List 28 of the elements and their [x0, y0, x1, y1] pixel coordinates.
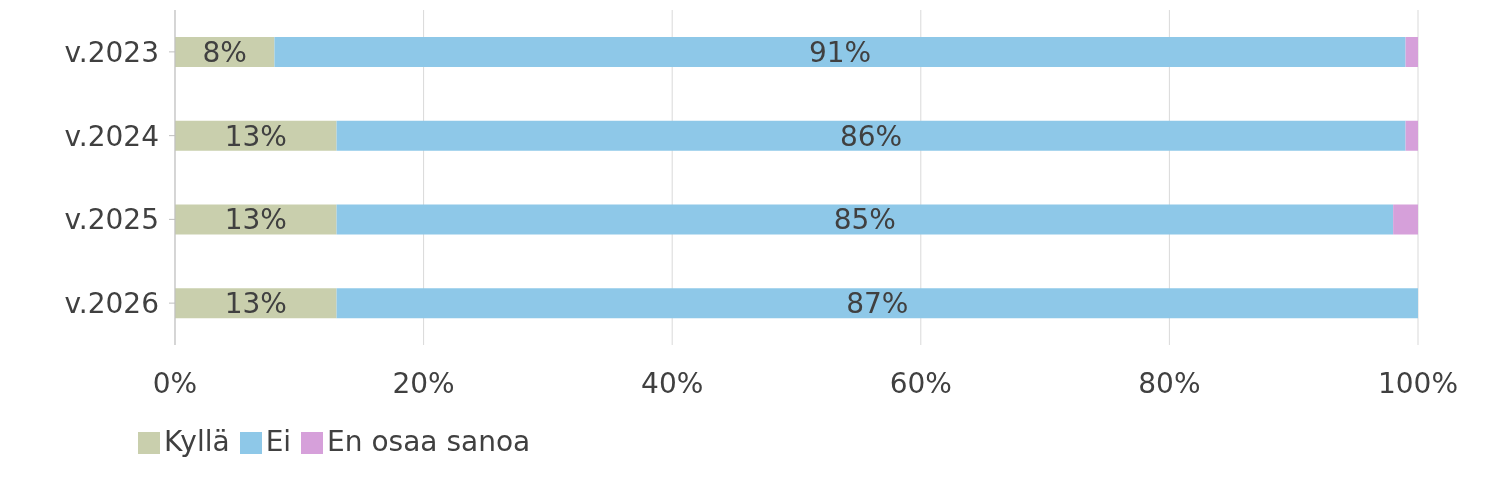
bar	[1393, 204, 1418, 235]
x-tick-label: 60%	[889, 366, 952, 400]
data-label: 13%	[224, 287, 287, 321]
data-label: 8%	[202, 35, 247, 69]
data-label: 85%	[833, 203, 896, 237]
y-tick-label: v.2025	[64, 203, 159, 237]
x-tick-label: 0%	[152, 366, 198, 400]
bar	[336, 204, 1394, 235]
x-tick-label: 80%	[1138, 366, 1201, 400]
bar	[1405, 120, 1418, 151]
bar	[274, 37, 1406, 67]
data-label: 13%	[224, 119, 287, 153]
bar	[336, 120, 1406, 151]
legend-label: Kyllä	[164, 425, 230, 458]
bar	[1405, 37, 1418, 67]
y-tick-label: v.2024	[64, 119, 159, 153]
legend-label: En osaa sanoa	[327, 425, 531, 458]
x-tick-label: 40%	[641, 366, 704, 400]
data-label: 91%	[808, 35, 872, 69]
legend-label: Ei	[265, 425, 292, 458]
bar	[336, 288, 1418, 319]
y-tick-label: v.2026	[64, 287, 159, 321]
x-tick-label: 100%	[1377, 366, 1459, 400]
x-tick-label: 20%	[392, 366, 455, 400]
y-tick-label: v.2023	[64, 35, 159, 69]
data-label: 86%	[839, 119, 903, 153]
data-label: 13%	[224, 203, 287, 237]
data-label: 87%	[846, 287, 909, 321]
